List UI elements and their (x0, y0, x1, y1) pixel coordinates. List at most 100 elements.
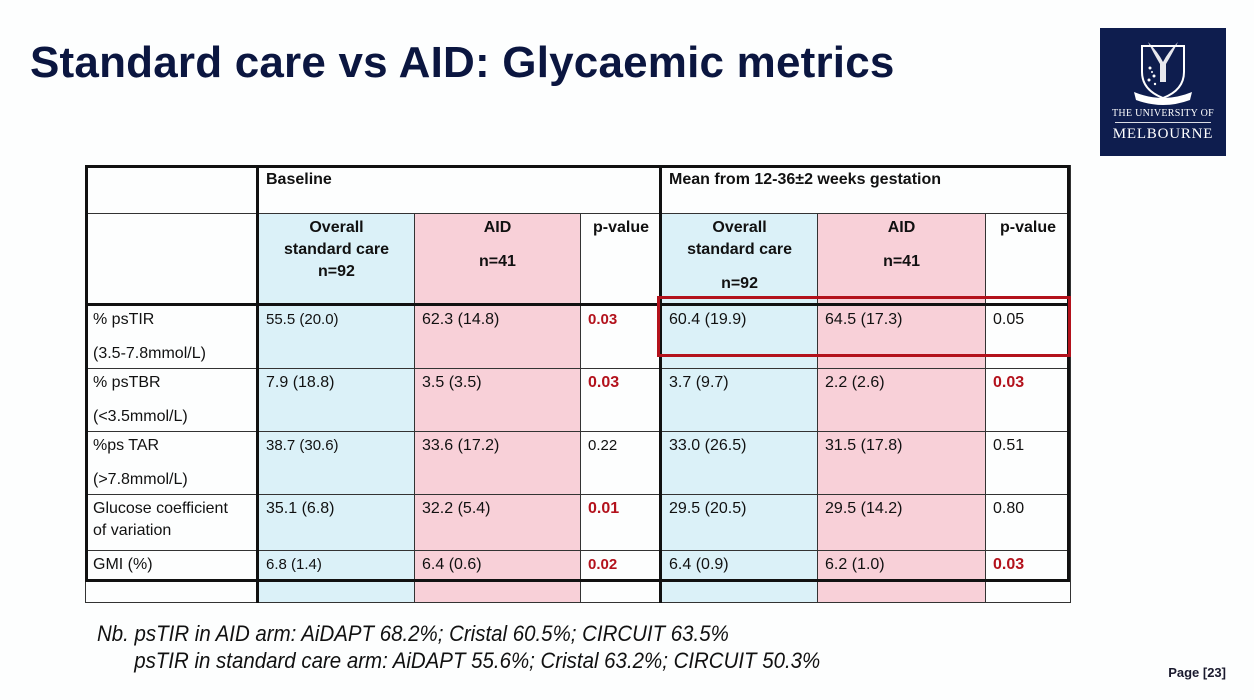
metric-name: GMI (%) (93, 556, 153, 573)
baseline-standard-care-cell: 6.8 (1.4) (256, 550, 415, 603)
header-text: Overall (712, 219, 767, 236)
followup-p-value-cell-value: 0.03 (993, 556, 1025, 573)
corner-cell-2 (85, 213, 258, 305)
metric-range: of variation (93, 522, 172, 539)
header-text: standard care (284, 241, 389, 258)
corner-cell (85, 165, 258, 214)
baseline-aid-cell: 6.4 (0.6) (414, 550, 581, 603)
baseline-standard-care-cell-value: 55.5 (20.0) (266, 311, 339, 328)
baseline-standard-care-cell: 7.9 (18.8) (256, 368, 415, 432)
column-header-row: Overall standard care n=92 AID n=41 p-va… (85, 213, 1072, 305)
baseline-standard-care-cell: 35.1 (6.8) (256, 494, 415, 551)
row-label: %ps TAR (>7.8mmol/L) (85, 431, 258, 495)
followup-aid-cell: 64.5 (17.3) (817, 303, 987, 369)
table-row: % psTIR (3.5-7.8mmol/L) 55.5 (20.0) 62.3 (1… (85, 303, 1072, 369)
followup-standard-care-cell: 33.0 (26.5) (659, 431, 819, 495)
row-label: GMI (%) (85, 550, 258, 603)
footnote: Nb. psTIR in AID arm: AiDAPT 68.2%; Cris… (97, 620, 820, 674)
followup-standard-care-cell-value: 29.5 (20.5) (669, 500, 747, 517)
baseline-p-value-cell-value: 0.03 (588, 374, 620, 391)
logo-divider (1115, 122, 1211, 123)
header-baseline-aid: AID n=41 (414, 213, 581, 305)
baseline-aid-cell-value: 33.6 (17.2) (422, 437, 500, 454)
baseline-aid-cell: 3.5 (3.5) (414, 368, 581, 432)
followup-aid-cell-value: 2.2 (2.6) (825, 374, 885, 391)
header-followup-standard-care: Overall standard care n=92 (659, 213, 819, 305)
row-label: % psTIR (3.5-7.8mmol/L) (85, 303, 258, 369)
followup-p-value-cell: 0.80 (985, 494, 1072, 551)
baseline-standard-care-cell: 38.7 (30.6) (256, 431, 415, 495)
header-text: Overall (309, 219, 364, 236)
baseline-standard-care-cell: 55.5 (20.0) (256, 303, 415, 369)
baseline-p-value-cell: 0.01 (579, 494, 662, 551)
page-number: Page [23] (1168, 665, 1226, 680)
followup-aid-cell-value: 6.2 (1.0) (825, 556, 885, 573)
footnote-line1: Nb. psTIR in AID arm: AiDAPT 68.2%; Cris… (97, 621, 729, 646)
followup-p-value-cell: 0.05 (985, 303, 1072, 369)
metric-range: (<3.5mmol/L) (93, 408, 188, 425)
header-baseline-standard-care: Overall standard care n=92 (256, 213, 415, 305)
slide-title: Standard care vs AID: Glycaemic metrics (30, 38, 895, 87)
metric-name: % psTBR (93, 374, 161, 391)
table-row: GMI (%) 6.8 (1.4) 6.4 (0.6) 0.02 6.4 (0.9) 6.… (85, 550, 1072, 603)
followup-p-value-cell: 0.03 (985, 550, 1072, 603)
row-label: % psTBR (<3.5mmol/L) (85, 368, 258, 432)
metric-name: Glucose coefficient (93, 500, 228, 517)
followup-standard-care-cell-value: 33.0 (26.5) (669, 437, 747, 454)
group-header-row: Baseline Mean from 12-36±2 weeks gestati… (85, 165, 1072, 214)
baseline-aid-cell-value: 6.4 (0.6) (422, 556, 482, 573)
baseline-p-value-cell-value: 0.22 (588, 437, 618, 454)
header-n: n=41 (883, 253, 920, 270)
baseline-p-value-cell-value: 0.03 (588, 311, 618, 328)
followup-p-value-cell: 0.51 (985, 431, 1072, 495)
row-label: Glucose coefficient of variation (85, 494, 258, 551)
logo-line2: MELBOURNE (1112, 126, 1214, 142)
header-followup-aid: AID n=41 (817, 213, 987, 305)
followup-p-value-cell-value: 0.03 (993, 374, 1025, 391)
group-followup: Mean from 12-36±2 weeks gestation (659, 165, 1072, 214)
header-baseline-p: p-value (579, 213, 662, 305)
followup-p-value-cell-value: 0.05 (993, 311, 1025, 328)
baseline-aid-cell: 32.2 (5.4) (414, 494, 581, 551)
followup-standard-care-cell-value: 3.7 (9.7) (669, 374, 729, 391)
baseline-standard-care-cell-value: 35.1 (6.8) (266, 500, 335, 517)
baseline-standard-care-cell-value: 7.9 (18.8) (266, 374, 335, 391)
baseline-standard-care-cell-value: 38.7 (30.6) (266, 437, 339, 454)
followup-standard-care-cell: 29.5 (20.5) (659, 494, 819, 551)
followup-aid-cell-value: 31.5 (17.8) (825, 437, 903, 454)
followup-standard-care-cell: 60.4 (19.9) (659, 303, 819, 369)
baseline-aid-cell-value: 32.2 (5.4) (422, 500, 491, 517)
baseline-standard-care-cell-value: 6.8 (1.4) (266, 556, 322, 573)
metric-name: % psTIR (93, 311, 155, 328)
metric-range: (3.5-7.8mmol/L) (93, 345, 206, 362)
followup-standard-care-cell: 3.7 (9.7) (659, 368, 819, 432)
followup-aid-cell: 29.5 (14.2) (817, 494, 987, 551)
followup-aid-cell: 6.2 (1.0) (817, 550, 987, 603)
followup-aid-cell-value: 64.5 (17.3) (825, 311, 903, 328)
table-row: % psTBR (<3.5mmol/L) 7.9 (18.8) 3.5 (3.5) 0.… (85, 368, 1072, 432)
header-followup-p: p-value (985, 213, 1072, 305)
followup-p-value-cell-value: 0.51 (993, 437, 1025, 454)
header-n: n=41 (479, 253, 516, 270)
followup-p-value-cell: 0.03 (985, 368, 1072, 432)
glycaemic-metrics-table: Baseline Mean from 12-36±2 weeks gestati… (85, 165, 1072, 603)
baseline-aid-cell: 62.3 (14.8) (414, 303, 581, 369)
baseline-aid-cell-value: 62.3 (14.8) (422, 311, 500, 328)
followup-standard-care-cell: 6.4 (0.9) (659, 550, 819, 603)
baseline-p-value-cell: 0.03 (579, 303, 662, 369)
baseline-p-value-cell-value: 0.01 (588, 500, 620, 517)
crest-icon (1134, 42, 1192, 105)
header-text: AID (483, 219, 512, 236)
followup-aid-cell: 2.2 (2.6) (817, 368, 987, 432)
header-n: n=92 (318, 263, 355, 280)
logo-line1: THE UNIVERSITY OF (1112, 108, 1214, 119)
followup-standard-care-cell-value: 6.4 (0.9) (669, 556, 729, 573)
baseline-p-value-cell: 0.22 (579, 431, 662, 495)
metric-range: (>7.8mmol/L) (93, 471, 188, 488)
followup-aid-cell: 31.5 (17.8) (817, 431, 987, 495)
baseline-p-value-cell-value: 0.02 (588, 556, 618, 573)
header-text: standard care (687, 241, 792, 258)
metric-name: %ps TAR (93, 437, 160, 454)
baseline-aid-cell: 33.6 (17.2) (414, 431, 581, 495)
header-n: n=92 (721, 275, 758, 292)
